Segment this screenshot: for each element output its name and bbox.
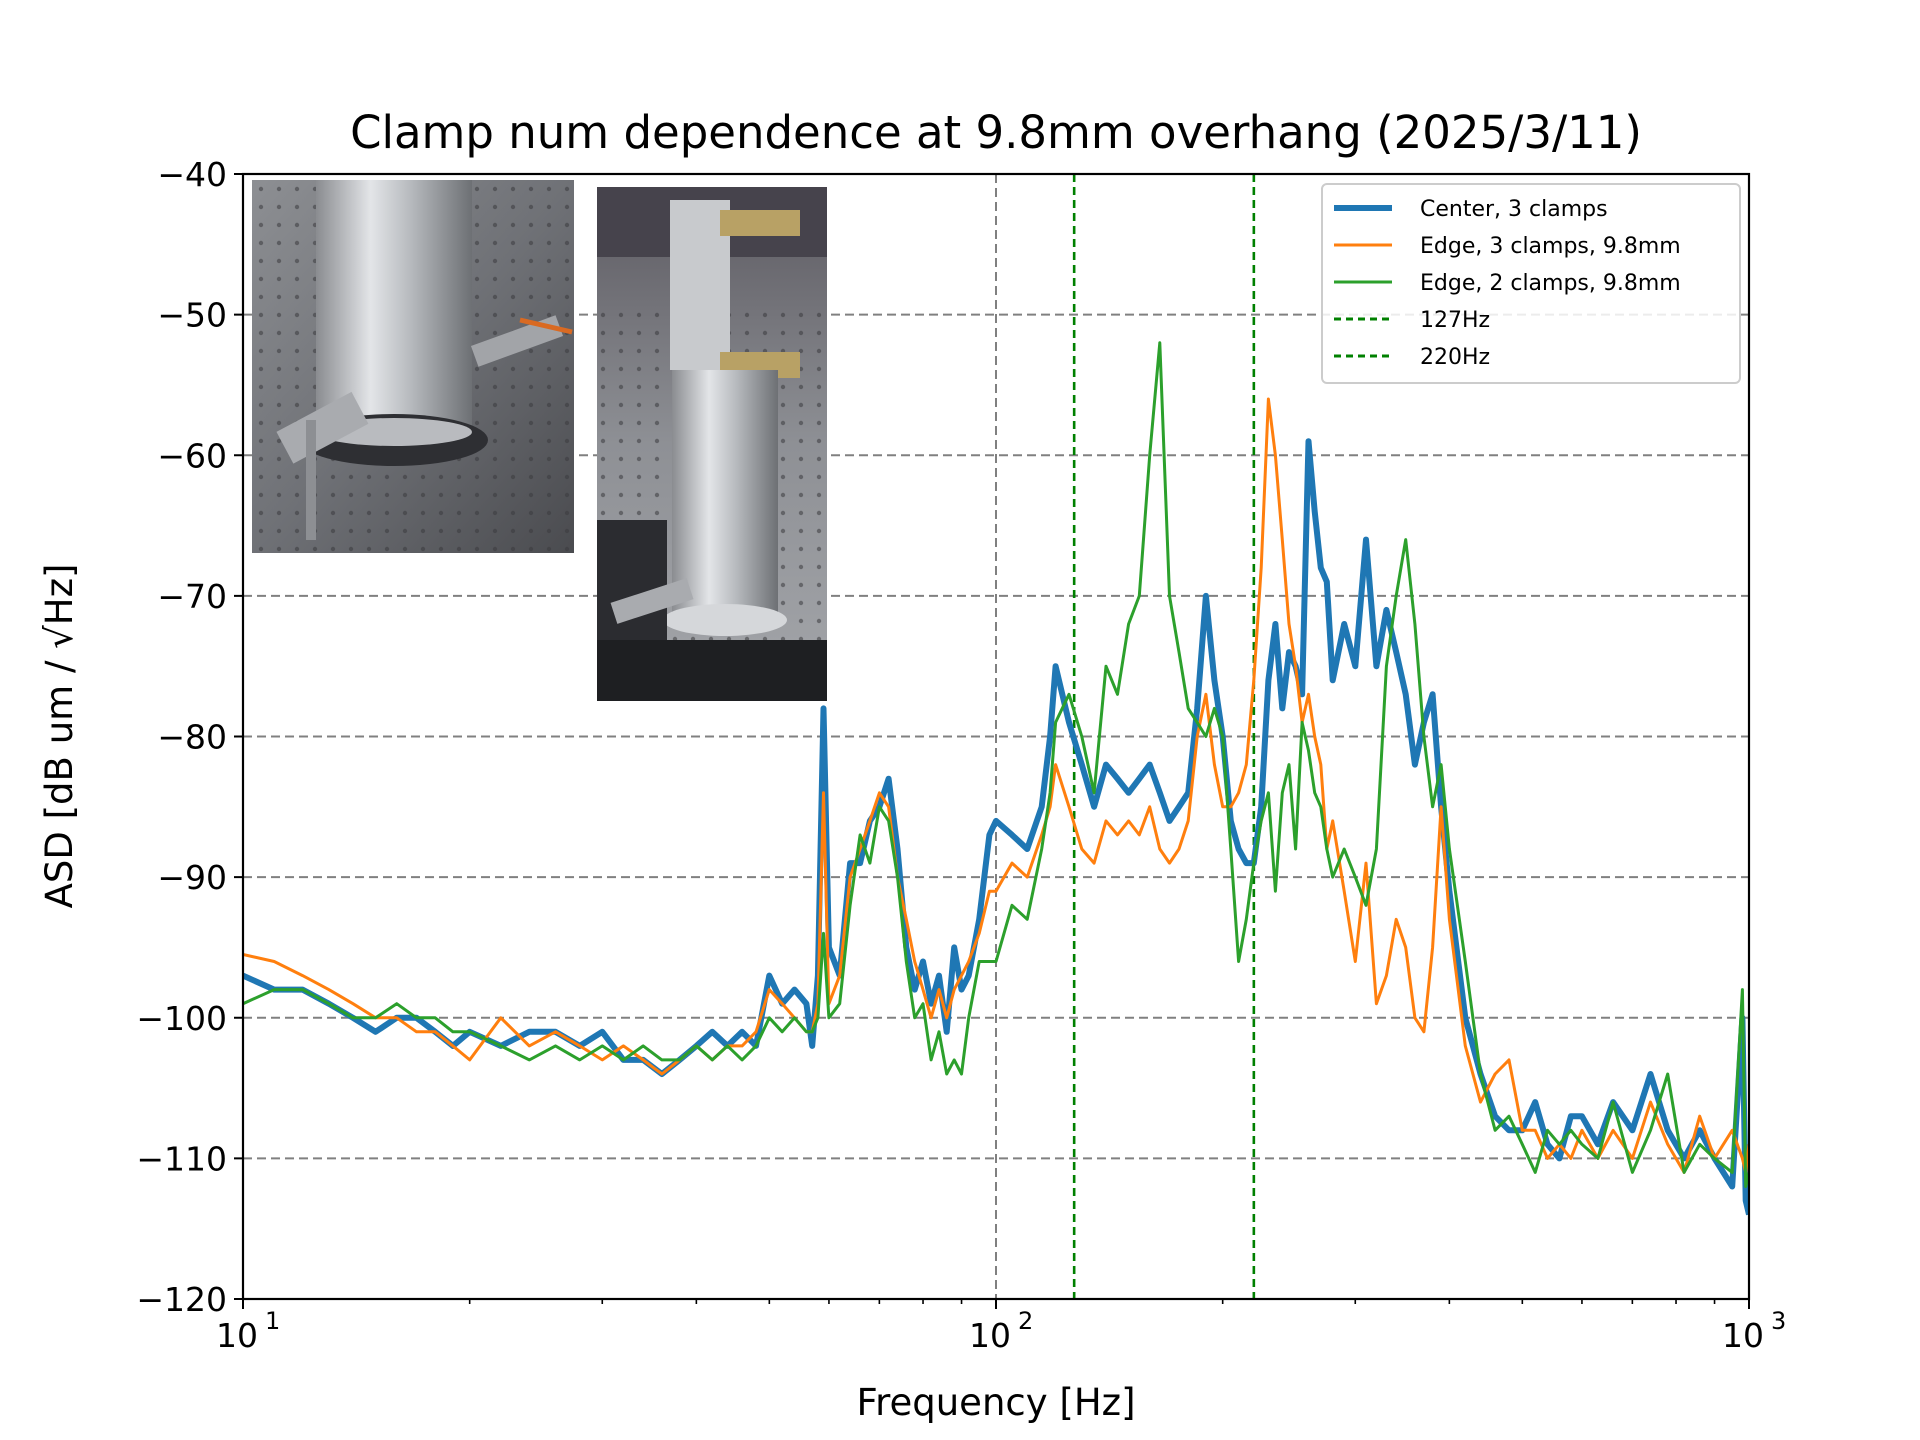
series-line-1 xyxy=(243,438,1749,1216)
legend: Center, 3 clamps Edge, 3 clamps, 9.8mm Edg… xyxy=(1321,183,1741,384)
legend-label: Center, 3 clamps xyxy=(1420,197,1608,222)
inset-photo-clamp-closeup xyxy=(252,180,574,553)
x-tick-label: 10 xyxy=(969,1316,1011,1355)
chart-title: Clamp num dependence at 9.8mm overhang (… xyxy=(350,106,1642,159)
x-tick-label: 10 xyxy=(1722,1316,1764,1355)
series-line-3 xyxy=(243,341,1749,1188)
y-tick-label: −70 xyxy=(157,577,227,616)
legend-box xyxy=(1321,183,1741,384)
x-tick-exponent: 2 xyxy=(1018,1307,1033,1335)
legend-label: Edge, 3 clamps, 9.8mm xyxy=(1420,234,1681,259)
x-tick-label: 10 xyxy=(216,1316,258,1355)
x-tick-exponent: 3 xyxy=(1771,1307,1786,1335)
y-tick-label: −60 xyxy=(157,436,227,475)
legend-label: Edge, 2 clamps, 9.8mm xyxy=(1420,271,1681,296)
legend-label: 127Hz xyxy=(1420,308,1490,333)
y-tick-label: −90 xyxy=(157,858,227,897)
y-tick-label: −100 xyxy=(136,999,227,1038)
y-tick-label: −80 xyxy=(157,718,227,757)
y-tick-label: −120 xyxy=(136,1280,227,1319)
legend-label: 220Hz xyxy=(1420,345,1490,370)
y-tick-label: −110 xyxy=(136,1139,227,1178)
inset-photo-edge-setup xyxy=(597,187,827,701)
y-tick-label: −40 xyxy=(157,155,227,194)
series-lines xyxy=(243,341,1749,1216)
y-tick-label: −50 xyxy=(157,296,227,335)
y-axis-label: ASD [dB um / √Hz] xyxy=(38,564,81,909)
x-tick-exponent: 1 xyxy=(265,1307,280,1335)
x-axis-label: Frequency [Hz] xyxy=(856,1381,1135,1424)
